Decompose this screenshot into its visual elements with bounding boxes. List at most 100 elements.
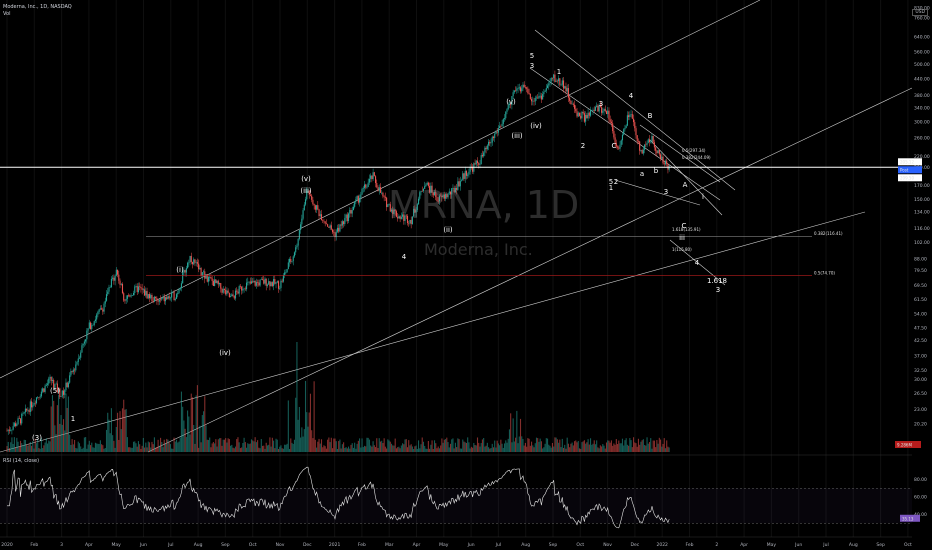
time-tick-label: Aug — [849, 542, 858, 548]
candle-body — [194, 259, 196, 263]
volume-bar — [322, 447, 324, 452]
candle-body — [167, 296, 169, 300]
time-tick-label: Jun — [467, 542, 475, 548]
time-tick-label: Nov — [276, 542, 285, 548]
time-tick-label: Apr — [85, 542, 93, 548]
candle-body — [357, 196, 359, 203]
volume-bar — [463, 441, 465, 452]
candle-body — [162, 296, 164, 299]
candle-body — [448, 191, 450, 194]
volume-bar — [393, 445, 395, 452]
candle-body — [445, 194, 447, 199]
candle-body — [653, 142, 655, 148]
volume-bar — [323, 445, 325, 452]
candle-body — [193, 259, 195, 265]
candle-body — [378, 187, 380, 191]
volume-bar — [395, 448, 397, 452]
wave-label: a — [640, 170, 644, 178]
volume-bar — [605, 442, 608, 452]
volume-bar — [406, 447, 409, 452]
candle-body — [246, 282, 248, 290]
candle-body — [287, 262, 289, 269]
candle-body — [336, 227, 339, 232]
candle-body — [80, 352, 82, 358]
volume-bar — [78, 443, 81, 452]
candle-body — [383, 196, 385, 197]
candle-body — [386, 197, 388, 208]
candle-body — [110, 278, 112, 288]
volume-bar — [586, 442, 588, 452]
candle-body — [238, 286, 240, 294]
candle-body — [451, 188, 453, 195]
volume-indicator-label[interactable]: Vol — [3, 11, 11, 17]
volume-bar — [496, 440, 498, 452]
volume-bar — [507, 438, 509, 452]
volume-bar — [298, 406, 300, 452]
volume-bar — [545, 438, 547, 452]
candle-body — [147, 294, 149, 299]
volume-bar — [516, 410, 518, 452]
candle-body — [252, 281, 254, 283]
candle-body — [254, 280, 256, 286]
candle-body — [220, 283, 222, 289]
candle-body — [156, 298, 158, 301]
volume-bar — [295, 397, 297, 452]
volume-bar — [27, 445, 29, 452]
volume-bar — [366, 437, 368, 452]
volume-bar — [614, 444, 616, 452]
candle-body — [270, 282, 272, 287]
candle-body — [656, 150, 658, 154]
candle-body — [452, 187, 454, 189]
candle-body — [221, 288, 223, 293]
candle-body — [99, 308, 101, 310]
candle-body — [546, 85, 549, 89]
candle-body — [105, 294, 108, 301]
rsi-indicator-label[interactable]: RSI (14, close) — [3, 458, 40, 464]
volume-bar — [634, 442, 636, 452]
volume-bar — [361, 438, 363, 452]
currency-badge[interactable]: USD — [912, 9, 928, 16]
candle-body — [495, 131, 497, 135]
volume-bar — [314, 439, 316, 452]
candle-body — [483, 152, 485, 157]
candle-body — [107, 291, 109, 295]
time-tick-label: Oct — [904, 542, 912, 548]
price-tick-label: 88.00 — [914, 257, 927, 263]
candle-body — [479, 164, 481, 165]
candle-body — [406, 215, 409, 224]
volume-bar — [248, 444, 250, 452]
volume-bar — [307, 426, 309, 452]
candle-body — [230, 296, 232, 298]
candle-body — [634, 122, 636, 129]
candle-body — [542, 94, 544, 100]
candle-body — [512, 92, 514, 97]
wave-label: A — [683, 181, 688, 189]
candle-body — [10, 430, 12, 431]
candle-body — [244, 288, 246, 290]
volume-bar — [195, 395, 197, 452]
volume-bar — [230, 445, 232, 452]
price-tick-label: 134.00 — [914, 210, 930, 216]
volume-bar — [46, 443, 49, 452]
candle-body — [157, 300, 159, 302]
candle-body — [81, 345, 83, 353]
symbol-title[interactable]: Moderna, Inc., 1D, NASDAQ — [3, 4, 72, 10]
candle-body — [249, 281, 251, 284]
wave-label: (v) — [301, 175, 311, 183]
candle-body — [449, 191, 452, 195]
candle-body — [397, 216, 399, 219]
price-tick-label: 760.00 — [914, 15, 930, 21]
candle-body — [566, 88, 568, 92]
volume-bar — [447, 442, 449, 452]
candle-body — [478, 163, 480, 165]
candle-body — [304, 199, 307, 205]
volume-bar — [287, 400, 289, 452]
candle-body — [166, 297, 168, 300]
volume-bar — [367, 437, 369, 452]
volume-bar — [104, 447, 106, 452]
time-tick-label: Apr — [413, 542, 421, 548]
volume-bar — [510, 413, 512, 452]
candles-layer — [6, 70, 670, 435]
candle-body — [311, 195, 313, 200]
